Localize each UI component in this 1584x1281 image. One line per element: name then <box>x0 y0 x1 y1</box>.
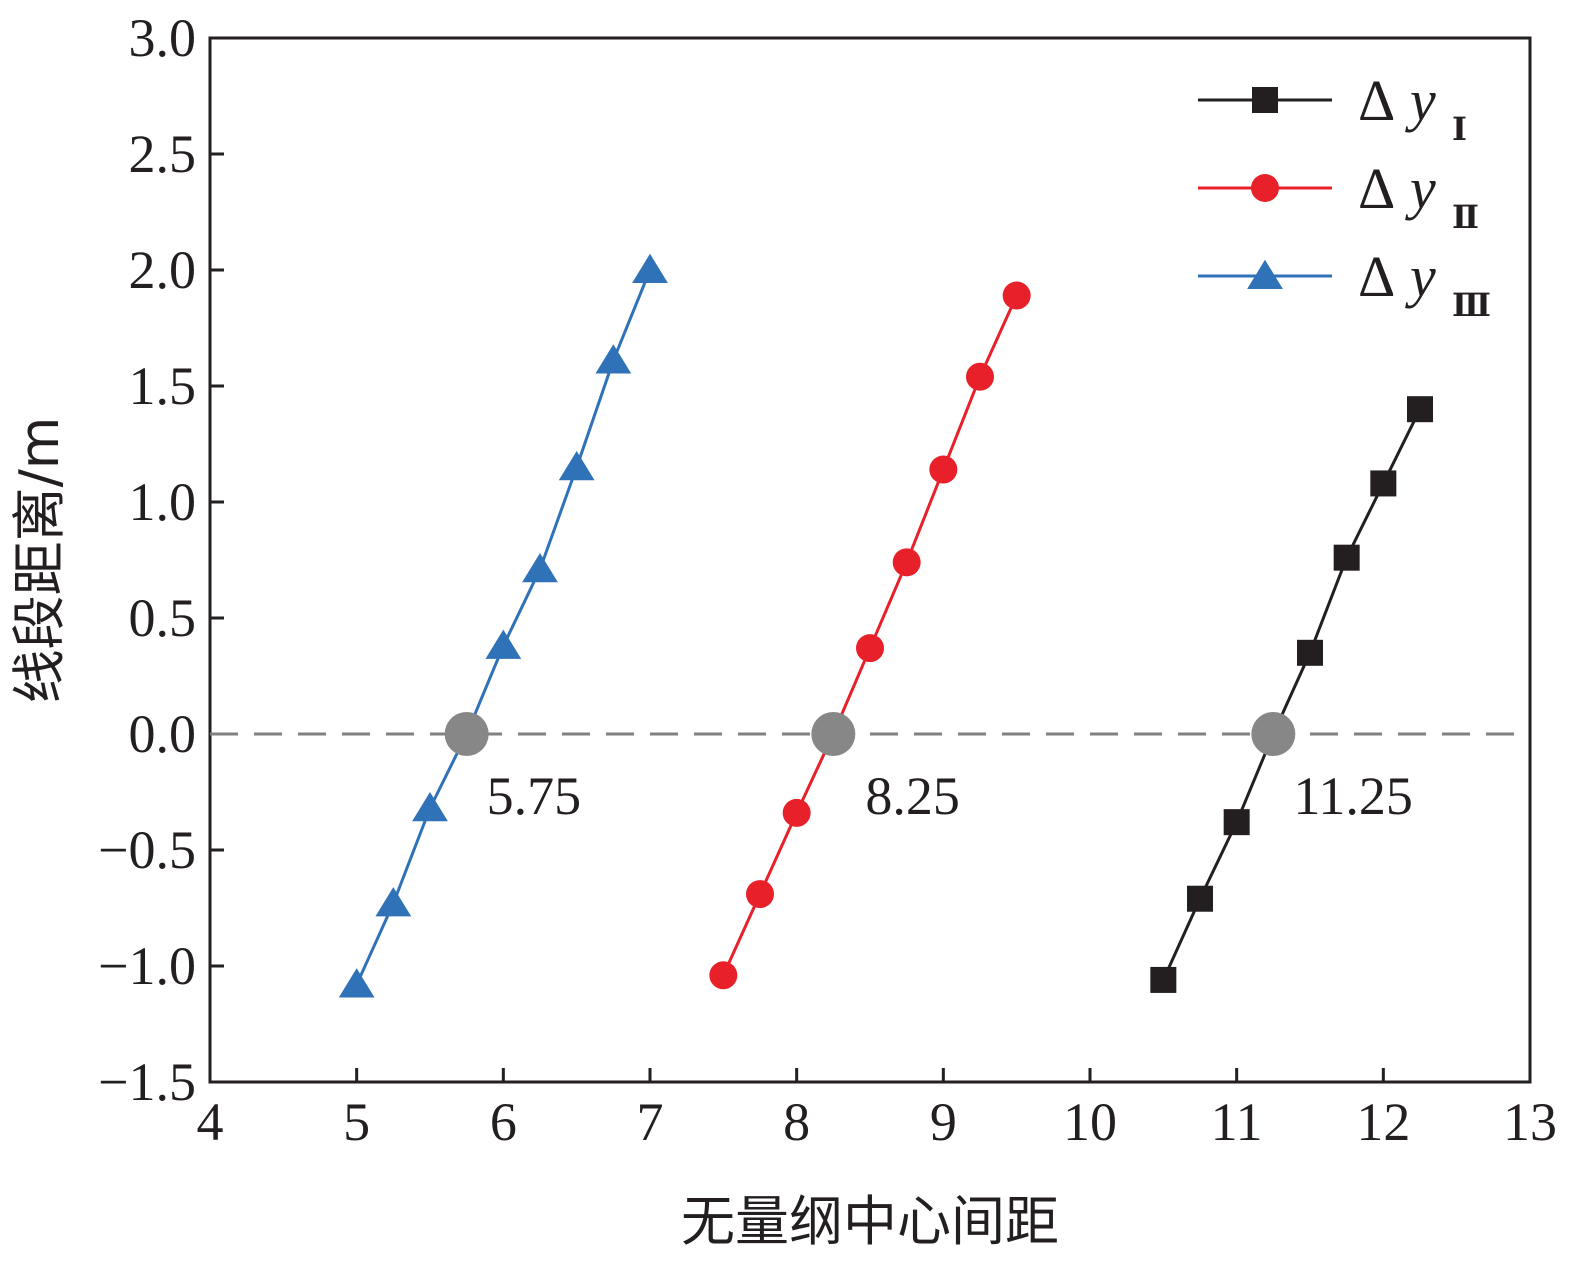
x-axis-title: 无量纲中心间距 <box>681 1190 1059 1253</box>
data-point-triangle <box>632 253 668 283</box>
data-point-square <box>1297 639 1323 666</box>
legend-delta-symbol: Δ <box>1358 156 1395 221</box>
y-tick-label: 0.0 <box>129 704 197 764</box>
y-tick-label: 3.0 <box>129 8 197 68</box>
data-point-square <box>1150 966 1177 993</box>
y-tick-label: −1.5 <box>98 1052 196 1112</box>
intersection-point <box>444 712 489 756</box>
data-point-triangle <box>412 791 448 822</box>
data-point-triangle <box>1247 259 1283 289</box>
series-square <box>1150 396 1433 993</box>
data-point-circle <box>929 455 958 484</box>
data-point-circle <box>1002 281 1031 310</box>
legend-variable: y <box>1405 244 1436 309</box>
data-point-triangle <box>375 887 412 917</box>
x-tick-label: 8 <box>783 1092 810 1152</box>
x-tick-label: 7 <box>637 1092 664 1152</box>
data-point-triangle <box>522 553 558 583</box>
data-point-square <box>1407 396 1433 423</box>
data-point-square <box>1223 809 1250 836</box>
series-circle <box>709 281 1031 990</box>
data-point-square <box>1252 87 1278 113</box>
intersection-label: 5.75 <box>487 766 581 826</box>
y-axis-title: 线段距离/m <box>8 417 71 704</box>
data-point-square <box>1333 544 1360 571</box>
x-tick-label: 5 <box>343 1092 370 1152</box>
legend-subscript: Ⅲ <box>1452 287 1491 323</box>
y-tick-label: 1.5 <box>129 356 197 416</box>
data-point-circle <box>709 961 738 990</box>
legend-subscript: Ⅱ <box>1452 199 1479 235</box>
data-point-circle <box>1251 174 1279 202</box>
legend-delta-symbol: Δ <box>1358 68 1395 133</box>
data-point-circle <box>746 880 774 909</box>
x-tick-label: 9 <box>930 1092 957 1152</box>
data-point-circle <box>966 362 994 391</box>
series-line <box>355 269 652 986</box>
legend-delta-symbol: Δ <box>1358 244 1395 309</box>
y-tick-label: 0.5 <box>129 588 197 648</box>
y-tick-label: 2.0 <box>129 240 197 300</box>
x-tick-label: 4 <box>197 1092 224 1152</box>
data-point-square <box>1370 470 1397 497</box>
data-point-circle <box>782 798 811 827</box>
data-point-circle <box>856 634 884 663</box>
y-tick-label: 1.0 <box>129 472 197 532</box>
y-tick-label: 2.5 <box>129 124 197 184</box>
data-point-triangle <box>595 344 632 374</box>
data-point-circle <box>892 548 921 577</box>
data-point-triangle <box>338 968 375 998</box>
legend-variable: y <box>1405 68 1436 133</box>
legend-variable: y <box>1405 156 1436 221</box>
intersection-label: 11.25 <box>1293 766 1413 826</box>
legend-subscript: Ⅰ <box>1452 111 1467 147</box>
plot-frame <box>208 36 1532 1084</box>
series-triangle <box>338 253 668 998</box>
x-tick-label: 13 <box>1503 1092 1557 1152</box>
intersection-label: 8.25 <box>865 766 960 826</box>
x-tick-label: 10 <box>1063 1092 1117 1152</box>
data-point-square <box>1187 885 1213 912</box>
y-tick-label: −0.5 <box>98 820 196 880</box>
intersection-point <box>811 712 856 756</box>
intersection-point <box>1251 712 1296 756</box>
x-tick-label: 6 <box>490 1092 517 1152</box>
y-tick-label: −1.0 <box>98 936 196 996</box>
axes-group: 4 5 6 7 8 9 10 11 12 13 −1.5 −1.0 −0.5 0.0 0.5 1.0 1.5 2.… <box>98 8 1557 1152</box>
data-point-triangle <box>485 629 522 659</box>
data-point-triangle <box>558 450 595 481</box>
plot-area: 5.75 8.25 11.25 <box>210 253 1530 998</box>
x-tick-label: 11 <box>1211 1092 1263 1152</box>
x-tick-label: 12 <box>1356 1092 1410 1152</box>
